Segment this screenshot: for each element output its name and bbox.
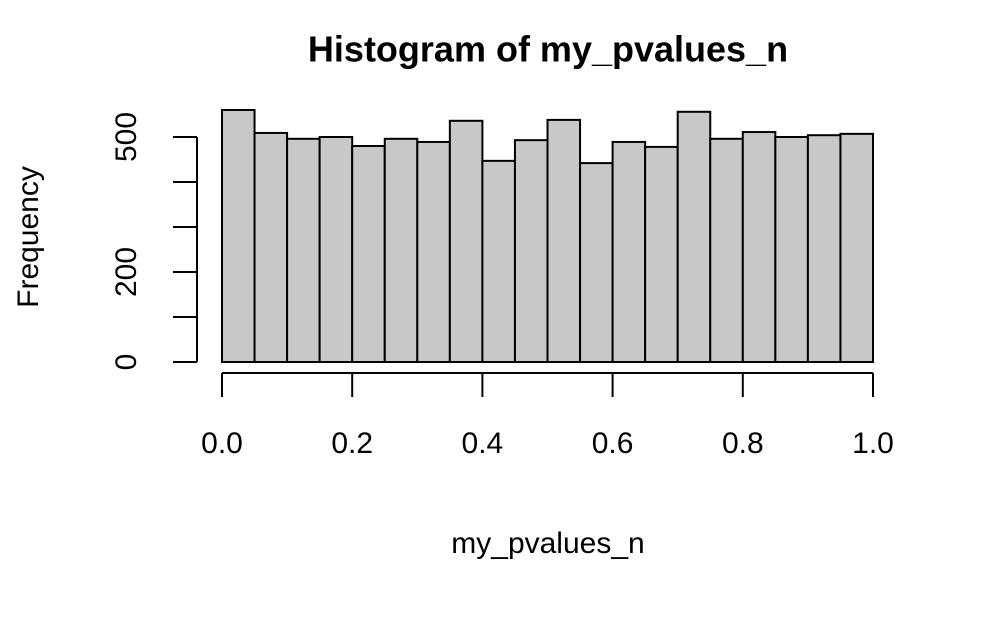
bar [839, 132, 875, 363]
x-tick-label: 0.4 [462, 427, 504, 460]
bar [611, 140, 647, 363]
y-axis-label: Frequency [12, 166, 45, 308]
bar [448, 119, 484, 363]
x-tick-label: 0.2 [331, 427, 373, 460]
bar [351, 145, 386, 363]
bar [774, 136, 809, 363]
bar [383, 137, 419, 363]
bar [481, 159, 516, 363]
bar [318, 136, 354, 363]
y-tick-label: 0 [110, 354, 143, 371]
bar [644, 145, 679, 363]
x-tick-label: 0.6 [592, 427, 634, 460]
bar [806, 134, 842, 363]
x-tick-label: 0.8 [722, 427, 764, 460]
bar [416, 140, 451, 363]
bar [221, 109, 256, 363]
bar [579, 162, 614, 363]
y-tick-label: 200 [110, 247, 143, 297]
y-tick-label: 500 [110, 112, 143, 162]
chart-title: Histogram of my_pvalues_n [308, 29, 788, 70]
bar [709, 137, 744, 363]
x-axis-label: my_pvalues_n [451, 527, 644, 560]
bar [546, 118, 582, 364]
bar [253, 131, 289, 363]
x-tick-label: 0.0 [201, 427, 243, 460]
bar [676, 110, 712, 363]
bar [513, 139, 549, 363]
x-tick-label: 1.0 [852, 427, 894, 460]
bar [741, 131, 777, 363]
bar [286, 137, 321, 363]
